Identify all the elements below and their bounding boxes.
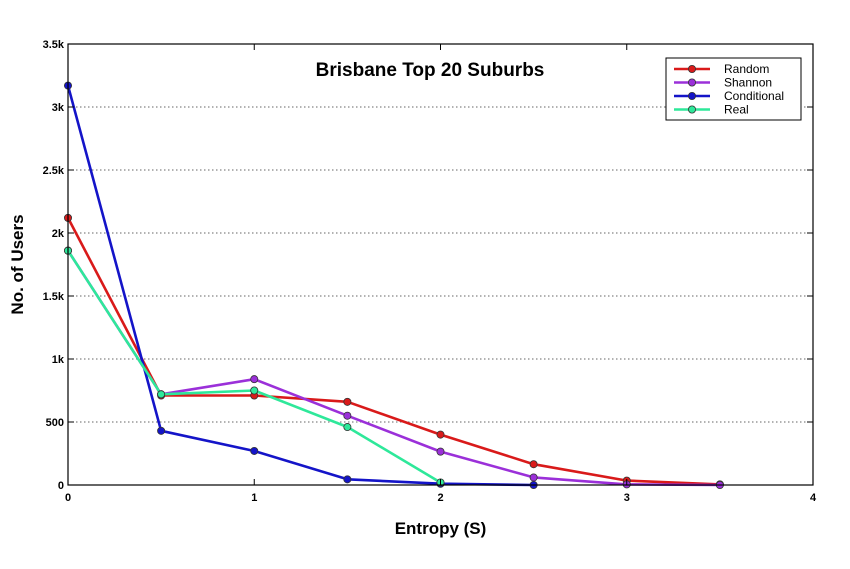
x-tick-label: 1 [251, 492, 257, 504]
legend-swatch-marker [688, 65, 697, 74]
y-tick-label: 1.5k [43, 291, 65, 303]
x-tick-label: 4 [810, 492, 817, 504]
x-tick-label: 0 [65, 492, 71, 504]
y-tick-label: 1k [52, 354, 65, 366]
legend-swatch-marker [688, 78, 697, 87]
y-tick-label: 0 [58, 480, 64, 492]
legend-label: Conditional [724, 89, 784, 103]
data-point-random [436, 430, 445, 439]
data-point-random [529, 460, 538, 469]
data-point-conditional [157, 426, 166, 435]
legend-swatch-marker [688, 105, 697, 114]
y-tick-label: 500 [46, 417, 64, 429]
legend-label: Real [724, 103, 749, 117]
grid-lines [68, 106, 813, 423]
data-point-real [250, 386, 259, 395]
data-point-random [343, 397, 352, 406]
x-axis-title: Entropy (S) [395, 519, 487, 538]
legend-swatch-marker [688, 92, 697, 101]
data-point-shannon [250, 375, 259, 384]
y-axis-title: No. of Users [8, 214, 27, 314]
series-line-shannon [66, 249, 720, 487]
x-tick-label: 3 [624, 492, 630, 504]
legend-label: Random [724, 62, 769, 76]
y-tick-label: 3.5k [43, 39, 65, 51]
y-tick-label: 3k [52, 102, 65, 114]
y-tick-label: 2.5k [43, 165, 65, 177]
series-line-random [66, 217, 720, 486]
data-point-real [157, 390, 166, 399]
data-point-shannon [529, 473, 538, 482]
x-tick-label: 2 [437, 492, 443, 504]
series-lines [64, 81, 724, 489]
axis-ticks: 0 500 1k 1.5k 2k 2.5k 3k 3.5k 0 1 2 3 4 [43, 39, 817, 504]
data-point-shannon [436, 447, 445, 456]
y-tick-label: 2k [52, 228, 65, 240]
data-point-conditional [250, 446, 259, 455]
data-point-conditional [343, 475, 352, 484]
legend-label: Shannon [724, 76, 772, 90]
data-point-shannon [343, 411, 352, 420]
data-point-real [343, 423, 352, 432]
chart-title: Brisbane Top 20 Suburbs [316, 60, 545, 81]
series-line-conditional [66, 85, 534, 487]
